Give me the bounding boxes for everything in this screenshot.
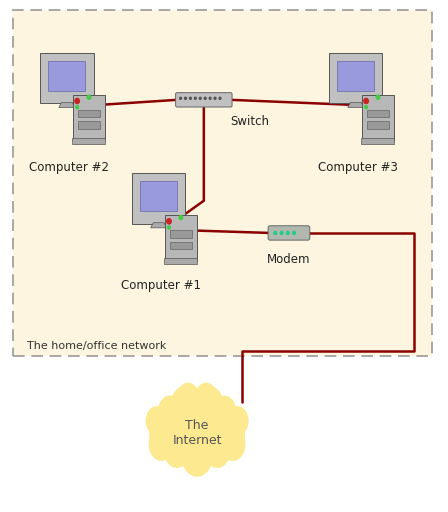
Circle shape bbox=[280, 231, 283, 234]
Ellipse shape bbox=[204, 433, 231, 468]
FancyBboxPatch shape bbox=[367, 121, 389, 129]
FancyBboxPatch shape bbox=[268, 226, 310, 240]
Polygon shape bbox=[59, 102, 75, 108]
FancyBboxPatch shape bbox=[72, 138, 105, 144]
Circle shape bbox=[287, 231, 289, 234]
FancyBboxPatch shape bbox=[78, 110, 100, 117]
Circle shape bbox=[168, 226, 170, 229]
FancyBboxPatch shape bbox=[337, 60, 375, 91]
Ellipse shape bbox=[211, 396, 237, 429]
Ellipse shape bbox=[149, 417, 178, 455]
Ellipse shape bbox=[216, 417, 245, 455]
FancyBboxPatch shape bbox=[362, 95, 394, 140]
Circle shape bbox=[199, 97, 201, 99]
Circle shape bbox=[76, 105, 78, 109]
Polygon shape bbox=[348, 102, 364, 108]
FancyBboxPatch shape bbox=[164, 258, 197, 264]
FancyBboxPatch shape bbox=[132, 173, 185, 224]
Text: Modem: Modem bbox=[267, 253, 311, 266]
Text: Computer #3: Computer #3 bbox=[319, 161, 398, 174]
Ellipse shape bbox=[170, 386, 202, 427]
Circle shape bbox=[87, 95, 91, 99]
Text: The
Internet: The Internet bbox=[172, 419, 222, 446]
Ellipse shape bbox=[159, 400, 195, 447]
Ellipse shape bbox=[177, 382, 199, 412]
Circle shape bbox=[185, 97, 186, 99]
Ellipse shape bbox=[199, 400, 235, 447]
FancyBboxPatch shape bbox=[13, 10, 432, 356]
Circle shape bbox=[190, 97, 191, 99]
Circle shape bbox=[75, 98, 79, 103]
FancyBboxPatch shape bbox=[78, 121, 100, 129]
Text: Switch: Switch bbox=[231, 115, 270, 128]
Text: Computer #1: Computer #1 bbox=[121, 279, 201, 292]
Ellipse shape bbox=[193, 386, 224, 427]
FancyBboxPatch shape bbox=[170, 230, 192, 238]
Circle shape bbox=[365, 105, 367, 109]
Circle shape bbox=[364, 98, 368, 103]
Circle shape bbox=[209, 97, 211, 99]
Text: Computer #2: Computer #2 bbox=[30, 161, 109, 174]
FancyBboxPatch shape bbox=[170, 242, 192, 249]
Ellipse shape bbox=[164, 433, 190, 468]
Circle shape bbox=[180, 97, 181, 99]
FancyBboxPatch shape bbox=[367, 110, 389, 117]
Circle shape bbox=[214, 97, 216, 99]
FancyBboxPatch shape bbox=[164, 215, 197, 261]
Ellipse shape bbox=[226, 406, 249, 436]
Circle shape bbox=[219, 97, 221, 99]
Ellipse shape bbox=[158, 396, 183, 429]
Ellipse shape bbox=[220, 428, 246, 461]
Circle shape bbox=[376, 95, 380, 99]
Text: The home/office network: The home/office network bbox=[27, 340, 166, 351]
Ellipse shape bbox=[181, 436, 213, 477]
Circle shape bbox=[167, 219, 171, 224]
FancyBboxPatch shape bbox=[40, 53, 94, 103]
FancyBboxPatch shape bbox=[176, 93, 232, 107]
Circle shape bbox=[194, 97, 196, 99]
Ellipse shape bbox=[146, 406, 168, 436]
FancyBboxPatch shape bbox=[73, 95, 105, 140]
Ellipse shape bbox=[195, 382, 217, 412]
FancyBboxPatch shape bbox=[329, 53, 383, 103]
Polygon shape bbox=[151, 223, 167, 228]
Circle shape bbox=[204, 97, 206, 99]
Ellipse shape bbox=[149, 428, 174, 461]
FancyBboxPatch shape bbox=[361, 138, 394, 144]
Circle shape bbox=[293, 231, 296, 234]
Circle shape bbox=[274, 231, 277, 234]
FancyBboxPatch shape bbox=[140, 181, 177, 211]
Ellipse shape bbox=[172, 400, 222, 465]
FancyBboxPatch shape bbox=[48, 60, 86, 91]
Circle shape bbox=[179, 216, 183, 220]
